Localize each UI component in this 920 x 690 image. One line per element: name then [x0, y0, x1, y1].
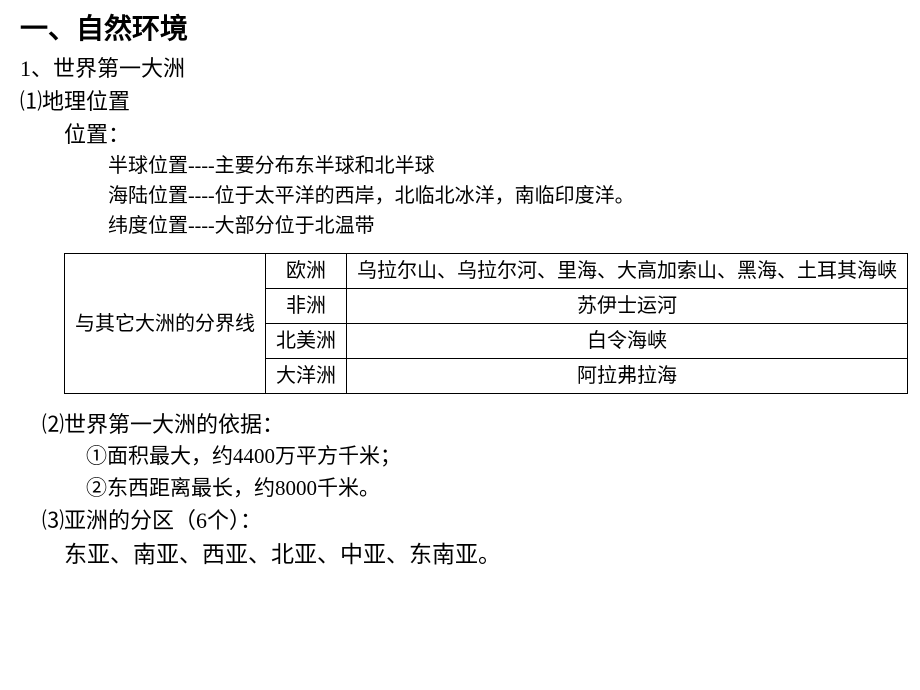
continent-cell: 北美洲: [266, 324, 347, 359]
row-header-cell: 与其它大洲的分界线: [65, 254, 266, 394]
basis-area: ①面积最大，约4400万平方千米；: [86, 441, 900, 473]
section-1-number: 1、世界第一大洲: [20, 52, 900, 85]
table-row: 与其它大洲的分界线 欧洲 乌拉尔山、乌拉尔河、里海、大高加索山、黑海、土耳其海峡: [65, 254, 908, 289]
boundary-cell: 白令海峡: [347, 324, 908, 359]
subsection-1-2: ⑵世界第一大洲的依据：: [42, 408, 900, 441]
asia-regions: 东亚、南亚、西亚、北亚、中亚、东南亚。: [64, 537, 900, 572]
basis-distance: ②东西距离最长，约8000千米。: [86, 473, 900, 505]
subsection-1-1: ⑴地理位置: [20, 85, 900, 118]
position-sea-land: 海陆位置----位于太平洋的西岸，北临北冰洋，南临印度洋。: [108, 181, 900, 211]
main-heading: 一、自然环境: [20, 8, 900, 50]
continent-cell: 欧洲: [266, 254, 347, 289]
boundary-table: 与其它大洲的分界线 欧洲 乌拉尔山、乌拉尔河、里海、大高加索山、黑海、土耳其海峡…: [64, 253, 900, 394]
position-hemisphere: 半球位置----主要分布东半球和北半球: [108, 151, 900, 181]
continent-cell: 大洋洲: [266, 359, 347, 394]
position-latitude: 纬度位置----大部分位于北温带: [108, 211, 900, 241]
continent-cell: 非洲: [266, 289, 347, 324]
boundary-cell: 乌拉尔山、乌拉尔河、里海、大高加索山、黑海、土耳其海峡: [347, 254, 908, 289]
boundary-cell: 苏伊士运河: [347, 289, 908, 324]
boundary-cell: 阿拉弗拉海: [347, 359, 908, 394]
subsection-1-3: ⑶亚洲的分区（6个）：: [42, 504, 900, 537]
position-label: 位置：: [64, 118, 900, 151]
